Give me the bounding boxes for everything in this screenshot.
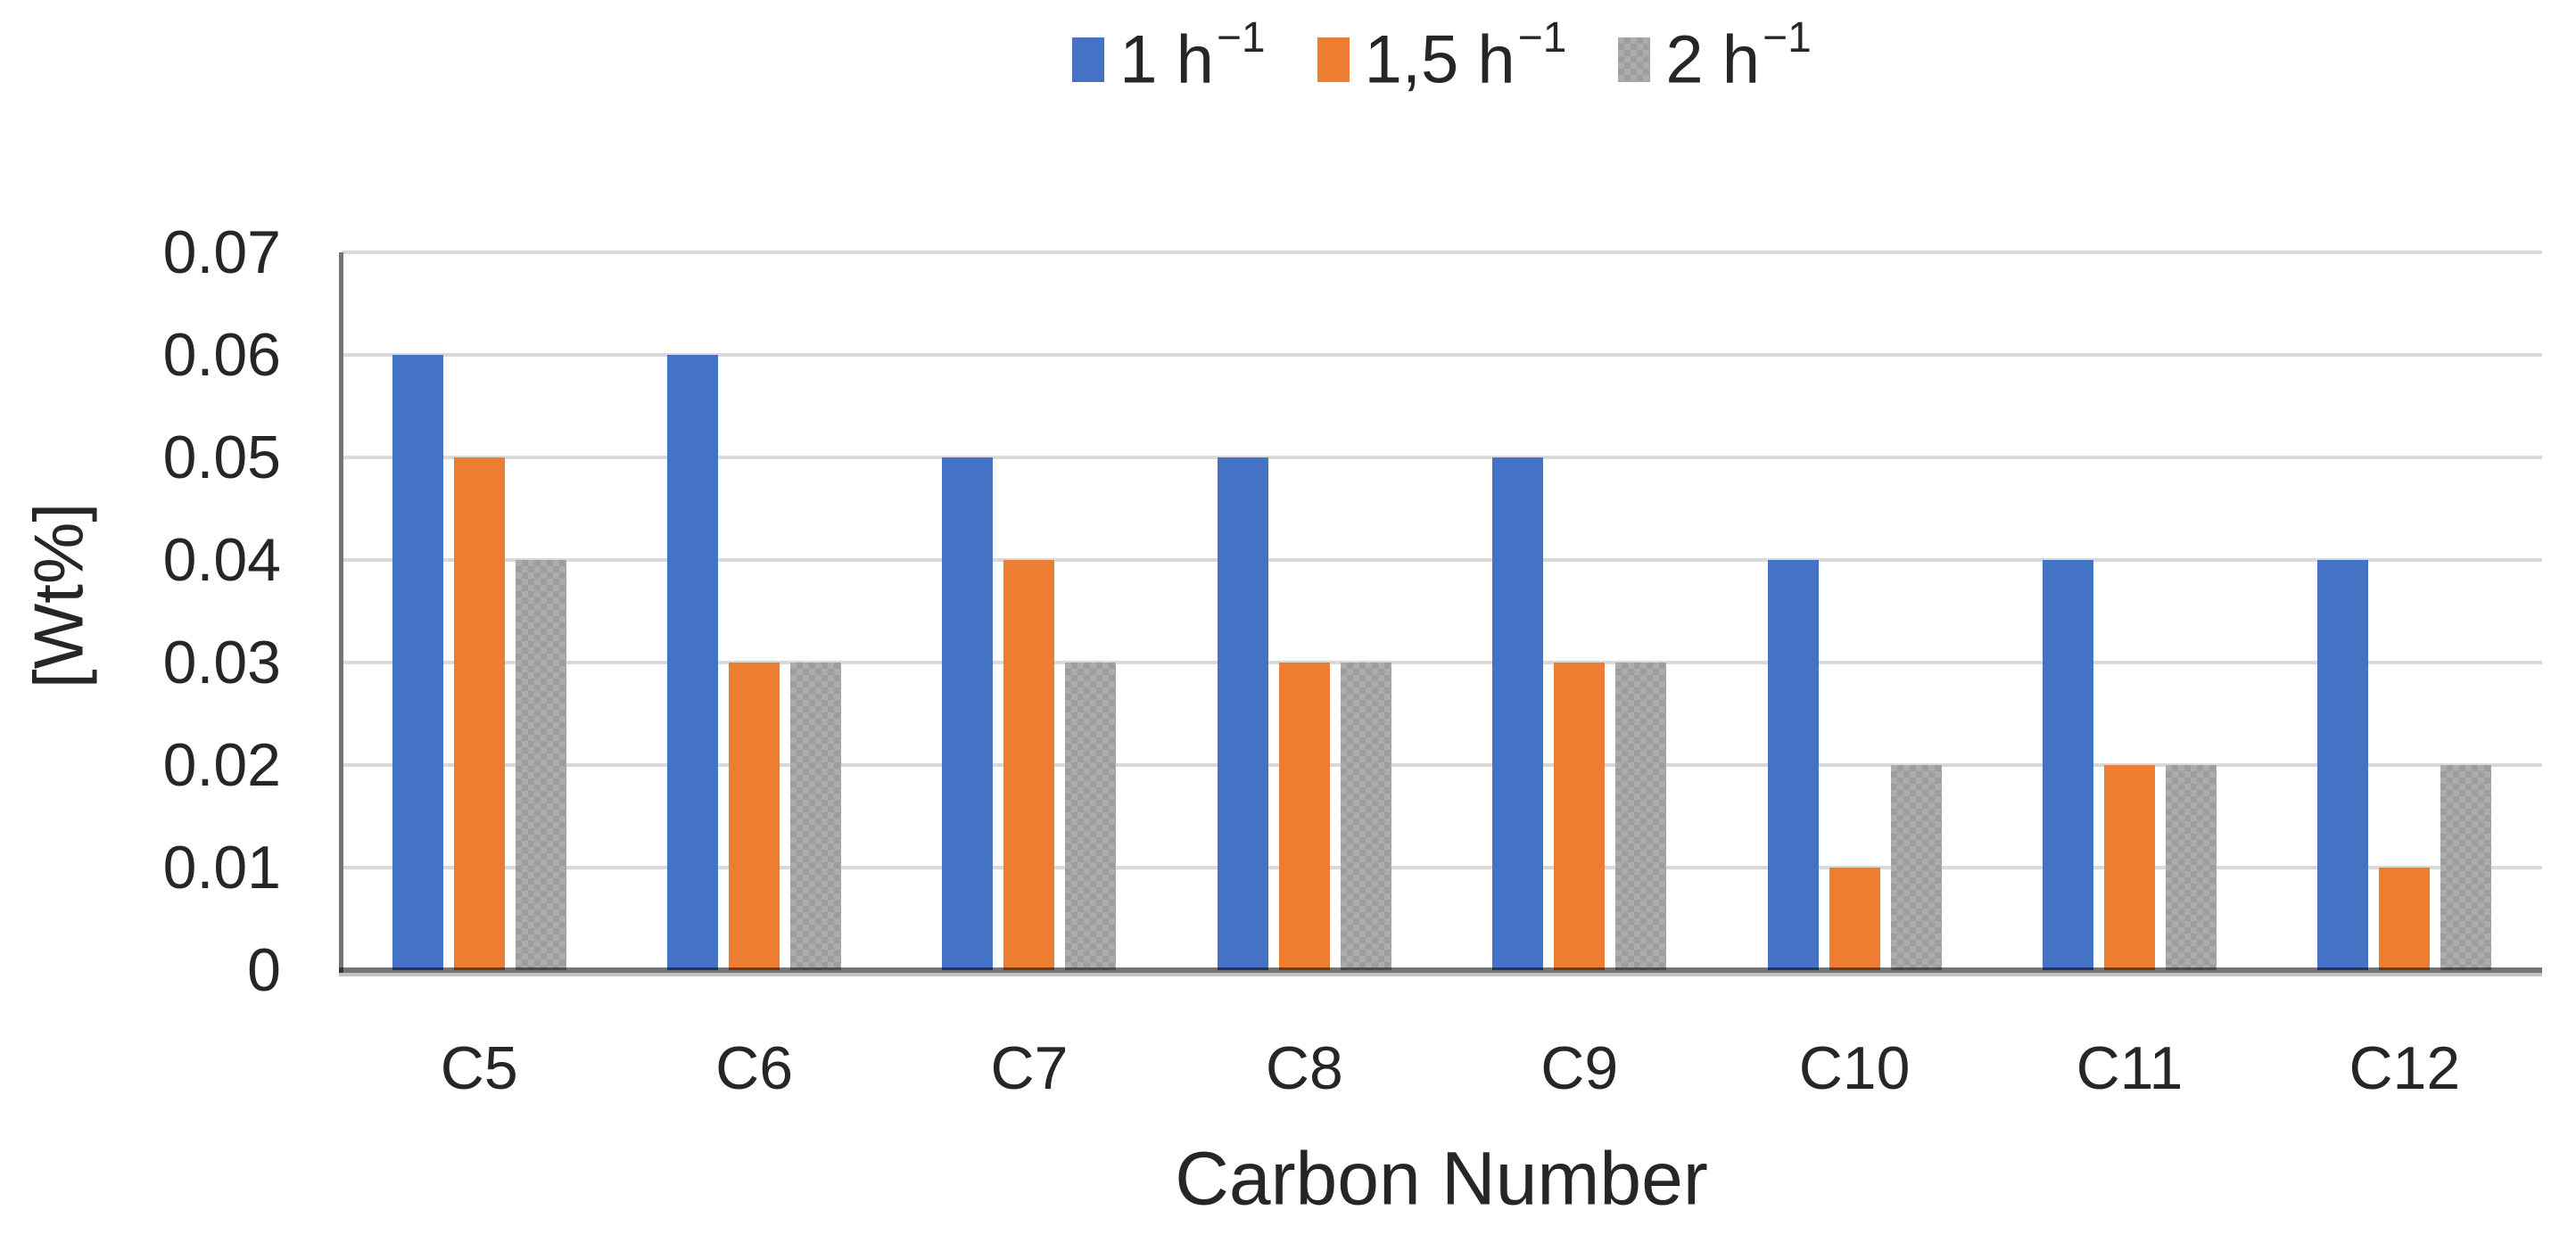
bar-c8-1h (1217, 457, 1268, 970)
bar-c6-1h (667, 355, 719, 970)
bar-c12-2h (2440, 765, 2492, 970)
legend-item-1-5h: 1,5 h−1 (1317, 15, 1567, 98)
legend-label-2h: 2 h−1 (1665, 15, 1811, 98)
legend-swatch-1-5h (1317, 37, 1350, 82)
legend-swatch-1h (1072, 37, 1105, 82)
x-axis-line-shadow (339, 973, 2542, 976)
y-tick-label-0: 0 (247, 936, 281, 1004)
gridline (342, 456, 2542, 459)
y-tick-label-0-01: 0.01 (162, 834, 281, 901)
bar-c5-1-5h (453, 457, 505, 970)
bar-c10-2h (1890, 765, 1942, 970)
legend-label-1h: 1 h−1 (1119, 15, 1265, 98)
bar-c12-1h (2317, 560, 2369, 970)
bar-c5-2h (515, 560, 566, 970)
bar-c12-1-5h (2379, 868, 2431, 970)
x-tick-label-c5: C5 (440, 1034, 518, 1102)
legend-item-1h: 1 h−1 (1072, 15, 1266, 98)
gridline (342, 353, 2542, 357)
bar-c7-1h (942, 457, 994, 970)
bar-c9-1h (1492, 457, 1544, 970)
bar-c10-1h (1767, 560, 1819, 970)
bar-c8-2h (1340, 663, 1391, 970)
y-tick-label-0-05: 0.05 (162, 424, 281, 491)
bar-c11-2h (2165, 765, 2217, 970)
x-tick-label-c10: C10 (1798, 1034, 1911, 1102)
bar-c10-1-5h (1829, 868, 1880, 970)
legend-label-1-5h-base: 1,5 h (1364, 21, 1515, 98)
y-tick-label-0-03: 0.03 (162, 629, 281, 696)
bar-c8-1-5h (1278, 663, 1330, 970)
legend-label-1-5h-exponent: −1 (1517, 14, 1567, 62)
legend-swatch-2h (1618, 37, 1651, 82)
bar-c7-2h (1065, 663, 1117, 970)
x-tick-label-c12: C12 (2349, 1034, 2461, 1102)
bar-c11-1-5h (2103, 765, 2155, 970)
bar-c5-1h (392, 355, 443, 970)
x-tick-label-c7: C7 (990, 1034, 1069, 1102)
legend-label-2h-exponent: −1 (1763, 14, 1812, 62)
legend: 1 h−1 1,5 h−1 2 h−1 (342, 15, 2542, 98)
x-axis-line (339, 967, 2542, 973)
bar-c11-1h (2042, 560, 2093, 970)
y-tick-label-0-07: 0.07 (162, 218, 281, 286)
y-tick-label-0-02: 0.02 (162, 731, 281, 799)
gridline (342, 661, 2542, 664)
bar-c9-1-5h (1554, 663, 1606, 970)
x-axis-title: Carbon Number (1175, 1136, 1708, 1221)
bar-c6-1-5h (729, 663, 780, 970)
gridline (342, 763, 2542, 767)
legend-item-2h: 2 h−1 (1618, 15, 1812, 98)
legend-label-1h-exponent: −1 (1216, 14, 1266, 62)
bar-c7-1-5h (1003, 560, 1055, 970)
x-tick-label-c9: C9 (1540, 1034, 1619, 1102)
x-tick-label-c11: C11 (2076, 1034, 2184, 1102)
x-tick-label-c6: C6 (715, 1034, 794, 1102)
bar-c6-2h (790, 663, 842, 970)
gridline (342, 251, 2542, 254)
y-axis-line (339, 252, 343, 975)
bar-c9-2h (1615, 663, 1667, 970)
legend-label-1-5h: 1,5 h−1 (1364, 15, 1567, 98)
x-tick-label-c8: C8 (1265, 1034, 1343, 1102)
legend-label-2h-base: 2 h (1665, 21, 1761, 98)
legend-label-1h-base: 1 h (1119, 21, 1214, 98)
gridline (342, 558, 2542, 562)
y-tick-label-0-04: 0.04 (162, 526, 281, 594)
gridline (342, 866, 2542, 869)
y-tick-label-0-06: 0.06 (162, 321, 281, 389)
